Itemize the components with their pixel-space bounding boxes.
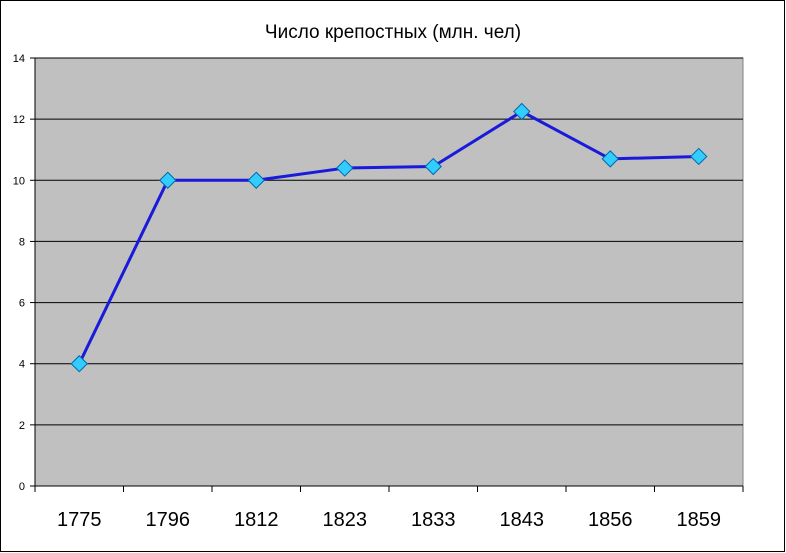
x-tick-label: 1775	[57, 509, 102, 531]
y-tick-label: 2	[19, 420, 25, 432]
y-tick-label: 10	[13, 175, 25, 187]
data-point-marker	[424, 157, 442, 176]
x-tick-label: 1859	[677, 509, 722, 531]
y-tick-label: 6	[19, 298, 25, 310]
y-tick-label: 0	[19, 481, 25, 493]
y-tick-label: 8	[19, 236, 25, 248]
data-point-marker	[70, 355, 88, 373]
data-point-marker	[601, 150, 619, 168]
series-line	[77, 110, 699, 365]
data-point-marker	[690, 147, 708, 166]
y-tick-label: 4	[19, 359, 25, 371]
plot-area	[34, 57, 744, 487]
x-tick-label: 1843	[500, 509, 545, 531]
x-tick-label: 1812	[234, 509, 279, 531]
x-tick-label: 1833	[411, 509, 456, 531]
x-tick-label: 1856	[588, 509, 633, 531]
data-point-marker	[247, 171, 265, 189]
x-tick-label: 1823	[323, 509, 368, 531]
data-point-marker	[513, 102, 531, 121]
y-tick-label: 14	[13, 53, 25, 65]
x-tick-label: 1796	[146, 509, 191, 531]
y-tick-label: 12	[13, 114, 25, 126]
chart-title: Число крепостных (млн. чел)	[264, 22, 522, 43]
data-point-marker	[336, 159, 354, 177]
data-point-marker	[159, 171, 177, 189]
